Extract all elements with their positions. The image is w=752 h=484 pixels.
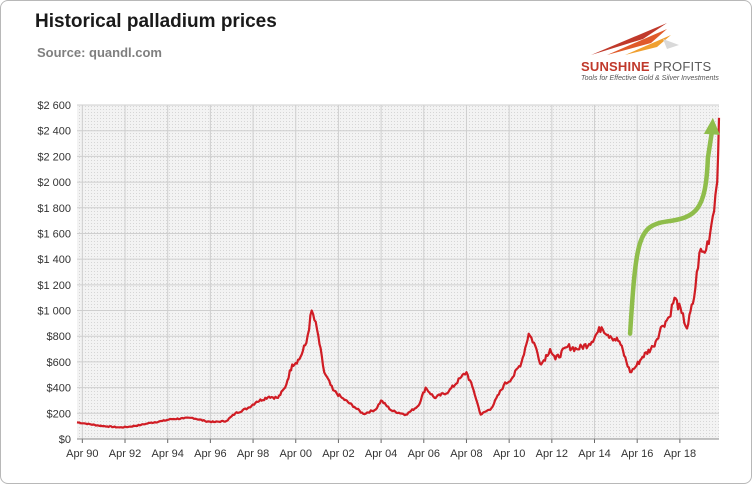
y-tick-label: $800 xyxy=(47,331,71,343)
plot-area xyxy=(77,105,719,439)
x-tick-label: Apr 18 xyxy=(664,448,696,460)
x-tick-label: Apr 92 xyxy=(109,448,141,460)
logo-name: SUNSHINE PROFITS xyxy=(581,59,711,74)
y-tick-label: $2 400 xyxy=(37,126,71,138)
y-tick-label: $1 000 xyxy=(37,306,71,318)
y-tick-label: $400 xyxy=(47,383,71,395)
annotation-layer xyxy=(627,117,720,336)
x-tick-label: Apr 12 xyxy=(536,448,568,460)
y-tick-label: $1 400 xyxy=(37,254,71,266)
trend-arrow-head xyxy=(703,117,720,135)
chart-title: Historical palladium prices xyxy=(35,11,277,32)
x-tick-label: Apr 04 xyxy=(365,448,397,460)
series-layer xyxy=(76,117,721,429)
sunshine-profits-logo: SUNSHINE PROFITS Tools for Effective Gol… xyxy=(571,9,741,87)
y-tick-label: $2 600 xyxy=(37,100,71,112)
x-tick-label: Apr 98 xyxy=(237,448,269,460)
x-tick-label: Apr 16 xyxy=(621,448,653,460)
x-tick-label: Apr 00 xyxy=(280,448,312,460)
y-tick-label: $1 800 xyxy=(37,203,71,215)
palladium-price-line xyxy=(76,117,721,429)
y-axis-ticks: $0 $200 $400 $600 $800 $1 000 $1 200 $1 400 $1 6… xyxy=(37,100,71,446)
x-tick-label: Apr 96 xyxy=(194,448,226,460)
x-tick-label: Apr 08 xyxy=(450,448,482,460)
y-tick-label: $1 600 xyxy=(37,228,71,240)
y-tick-label: $1 200 xyxy=(37,280,71,292)
chart-source: Source: quandl.com xyxy=(37,45,162,60)
logo-name-part1: SUNSHINE xyxy=(581,59,650,74)
y-tick-label: $2 200 xyxy=(37,151,71,163)
logo-mark-icon xyxy=(591,23,679,55)
logo-name-part2: PROFITS xyxy=(653,59,712,74)
logo-tagline: Tools for Effective Gold & Silver Invest… xyxy=(581,75,719,82)
y-tick-label: $600 xyxy=(47,357,71,369)
x-axis-ticks: Apr 90 Apr 92 Apr 94 Apr 96 Apr 98 Apr 00 Apr … xyxy=(66,448,696,460)
y-tick-label: $0 xyxy=(59,434,71,446)
x-tick-label: Apr 14 xyxy=(578,448,610,460)
x-tick-label: Apr 06 xyxy=(408,448,440,460)
x-tick-label: Apr 94 xyxy=(151,448,183,460)
trend-arrow-shaft xyxy=(627,129,715,336)
x-tick-label: Apr 10 xyxy=(493,448,525,460)
x-tick-label: Apr 02 xyxy=(322,448,354,460)
y-tick-label: $2 000 xyxy=(37,177,71,189)
y-tick-label: $200 xyxy=(47,408,71,420)
x-tick-label: Apr 90 xyxy=(66,448,98,460)
